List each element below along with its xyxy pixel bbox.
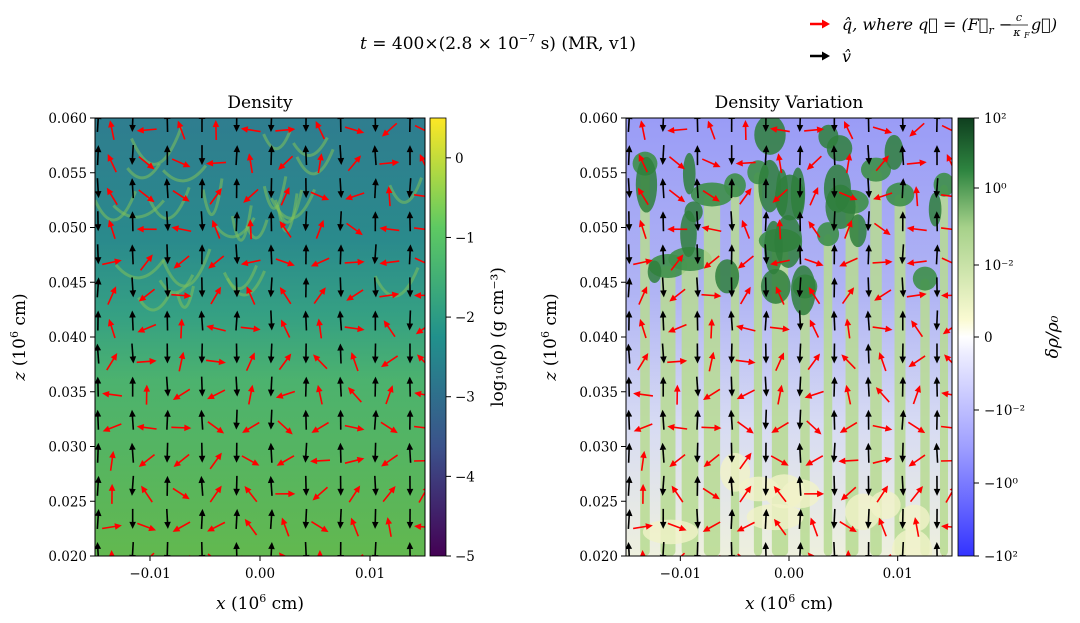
variation-blob	[636, 157, 657, 213]
cbar-tick-label: −10⁻²	[984, 403, 1025, 419]
y-tick-label: 0.050	[579, 221, 618, 237]
y-tick-label: 0.055	[48, 166, 87, 182]
variation-plume	[731, 185, 739, 556]
y-tick-label: 0.040	[579, 330, 618, 346]
heat-flux-arrow	[241, 556, 259, 564]
y-tick-label: 0.035	[579, 385, 618, 401]
heat-flux-arrow	[380, 556, 399, 564]
y-tick-label: 0.025	[579, 494, 618, 510]
colorbar-density-variation: 10² 10⁰ 10⁻² 0 −10⁻² −10⁰ −10² δρ/ρ₀	[958, 111, 1063, 565]
panel-density-variation: Density Variation −0.01 0.00 0.01 0.020 0.02…	[539, 93, 1063, 614]
y-tick-label: 0.060	[579, 111, 618, 127]
svg-text:v̂: v̂	[842, 47, 851, 66]
variation-blob	[648, 261, 662, 283]
variation-blob	[643, 520, 698, 545]
cbar-tick-label: −10²	[984, 549, 1018, 565]
svg-text:F: F	[1023, 31, 1030, 40]
cbar-tick-label: −5	[455, 549, 475, 565]
variation-blob	[715, 259, 739, 293]
variation-plume	[704, 194, 720, 556]
suptitle-post: s) (MR, v1)	[535, 34, 636, 54]
variation-blob	[885, 135, 904, 170]
y-tick-label: 0.045	[48, 275, 87, 291]
svg-text:c: c	[1016, 11, 1022, 24]
y-axis-label: z (106 cm)	[539, 293, 561, 381]
y-tick-label: 0.025	[48, 494, 87, 510]
panel-title-density-variation: Density Variation	[715, 93, 864, 113]
colorbar-density: 0 −1 −2 −3 −4 −5 log₁₀(ρ) (g cm⁻³)	[430, 118, 508, 565]
variation-blob	[913, 267, 937, 291]
legend-entry-red: q̂, where q⃗ = (F⃗r − c κ F g⃗)	[810, 11, 1057, 40]
variation-blob	[739, 477, 779, 502]
y-tick-label: 0.045	[579, 275, 618, 291]
cbar-tick-label: −2	[455, 310, 475, 326]
svg-text:κ: κ	[1012, 26, 1021, 39]
cbar-tick-label: −3	[455, 390, 475, 406]
heat-flux-arrow	[415, 556, 433, 564]
x-tick-label: −0.01	[660, 566, 701, 582]
heat-flux-arrow	[771, 556, 789, 564]
density-variation-field	[625, 112, 961, 572]
cbar-tick-label: −1	[455, 230, 475, 246]
y-tick-label: 0.055	[579, 166, 618, 182]
y-axis-label: z (106 cm)	[8, 293, 30, 381]
x-tick-label: −0.01	[129, 566, 170, 582]
heat-flux-arrow	[702, 556, 720, 565]
colorbar-density-variation-label: δρ/ρ₀	[1043, 315, 1063, 358]
heat-flux-arrow	[942, 556, 960, 564]
figure-suptitle: t = 400×(2.8 × 10−7 s) (MR, v1)	[360, 32, 636, 54]
y-tick-label: 0.040	[48, 330, 87, 346]
variation-blob	[886, 183, 914, 207]
y-tick-label: 0.060	[48, 111, 87, 127]
variation-blob	[870, 491, 901, 519]
y-tick-label: 0.020	[579, 549, 618, 565]
cbar-tick-label: −4	[455, 469, 475, 485]
density-field	[94, 112, 434, 570]
y-tick-label: 0.020	[48, 549, 87, 565]
panel-density: Density −0.01 0.00 0.01 0.020 0.025 0.030 0.03…	[8, 93, 508, 614]
legend: q̂, where q⃗ = (F⃗r − c κ F g⃗) v̂	[810, 11, 1057, 66]
panel-title-density: Density	[227, 93, 293, 113]
suptitle-exp: −7	[519, 32, 535, 45]
variation-plume	[682, 259, 699, 556]
suptitle-eq: = 400×(2.8 × 10	[367, 34, 519, 54]
heat-flux-arrow	[172, 556, 190, 565]
variation-blob	[929, 192, 942, 226]
variation-blob	[747, 504, 804, 530]
black-arrow-icon	[822, 52, 830, 61]
legend-entry-black: v̂	[810, 47, 851, 66]
cbar-tick-label: −10⁰	[984, 476, 1018, 492]
x-tick-label: 0.01	[883, 566, 913, 582]
variation-blob	[683, 153, 696, 195]
x-axis-label: x (106 cm)	[745, 592, 833, 614]
heat-flux-arrow	[907, 556, 926, 564]
cbar-tick-label: 0	[984, 330, 993, 346]
variation-plume	[824, 234, 833, 556]
variation-blob	[724, 173, 746, 197]
variation-blob	[754, 115, 785, 155]
x-tick-label: 0.00	[774, 566, 804, 582]
x-tick-label: 0.01	[355, 566, 385, 582]
svg-text:g⃗): g⃗)	[1031, 15, 1057, 34]
y-tick-label: 0.050	[48, 221, 87, 237]
y-tick-label: 0.035	[48, 385, 87, 401]
red-arrow-icon	[822, 20, 830, 29]
cbar-tick-label: 0	[455, 151, 464, 167]
x-tick-label: 0.00	[245, 566, 275, 582]
svg-text:t = 400×(2.8 × 10−7 s) (MR, v: t = 400×(2.8 × 10−7 s) (MR, v1)	[360, 32, 636, 54]
cbar-tick-label: 10²	[984, 111, 1007, 127]
variation-blob	[680, 210, 697, 257]
cbar-tick-label: 10⁻²	[984, 258, 1014, 274]
y-tick-label: 0.030	[48, 440, 87, 456]
cbar-tick-label: 10⁰	[984, 181, 1007, 197]
colorbar-density-label: log₁₀(ρ) (g cm⁻³)	[488, 267, 508, 407]
x-axis-label: x (106 cm)	[216, 592, 304, 614]
y-tick-label: 0.030	[579, 440, 618, 456]
svg-text:q̂, where q⃗ = (F⃗r −: q̂, where q⃗ = (F⃗r −	[842, 15, 1012, 37]
